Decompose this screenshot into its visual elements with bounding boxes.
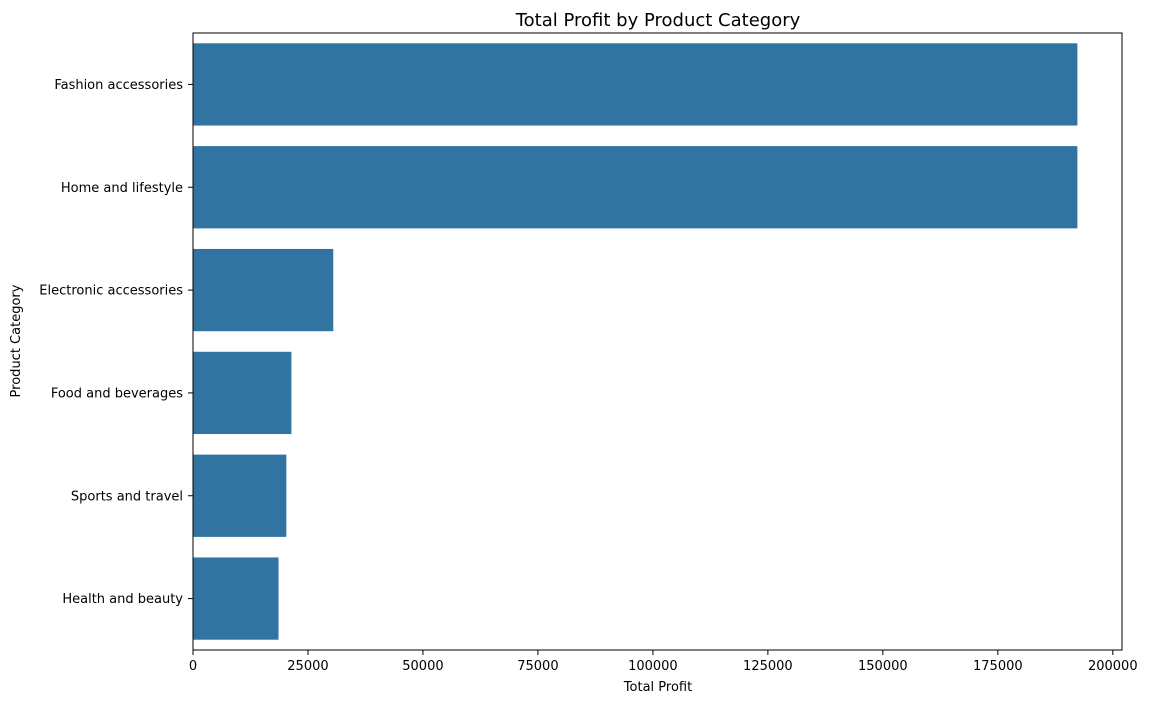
x-tick-label: 75000 <box>517 659 558 674</box>
bar-home-and-lifestyle <box>193 146 1078 229</box>
x-axis-ticks: 0 25000 50000 75000 100000 125000 150000 175000… <box>189 650 1138 674</box>
x-tick-label: 125000 <box>743 659 793 674</box>
bar-food-and-beverages <box>193 351 292 435</box>
bar-sports-and-travel <box>193 454 287 537</box>
y-tick-label: Fashion accessories <box>54 78 183 93</box>
bar-electronic-accessories <box>193 248 334 332</box>
x-tick-label: 150000 <box>858 659 908 674</box>
x-tick-label: 25000 <box>287 659 328 674</box>
y-tick-label: Health and beauty <box>62 592 183 607</box>
x-tick-label: 100000 <box>628 659 678 674</box>
x-tick-label: 175000 <box>973 659 1023 674</box>
bars-group <box>193 43 1078 640</box>
x-tick-label: 0 <box>189 659 197 674</box>
y-tick-label: Sports and travel <box>71 489 183 504</box>
x-tick-label: 200000 <box>1088 659 1138 674</box>
plot-frame <box>192 32 1123 651</box>
chart-title: Total Profit by Product Category <box>515 10 801 31</box>
y-tick-label: Electronic accessories <box>39 284 183 299</box>
bar-fashion-accessories <box>193 43 1078 126</box>
y-axis-label: Product Category <box>9 284 24 397</box>
x-axis-label: Total Profit <box>623 680 692 695</box>
y-axis-ticks: Fashion accessories Home and lifestyle Ele… <box>39 78 193 607</box>
bar-health-and-beauty <box>193 557 279 640</box>
y-tick-label: Home and lifestyle <box>61 181 183 196</box>
x-tick-label: 50000 <box>402 659 443 674</box>
y-tick-label: Food and beverages <box>51 386 183 401</box>
